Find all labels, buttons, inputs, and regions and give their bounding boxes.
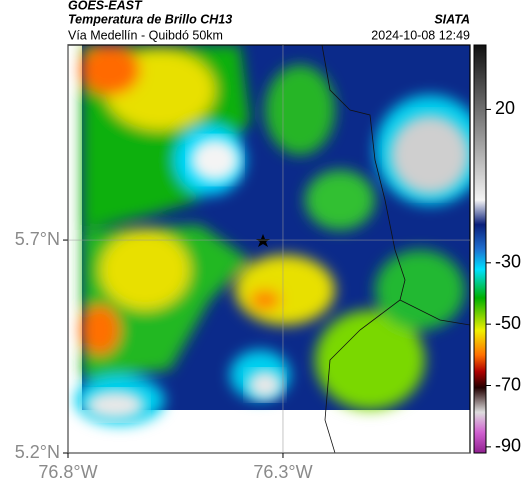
lon-tick-label: 76.3°W [253, 462, 312, 482]
datetime: 2024-10-08 12:49 [371, 28, 470, 42]
location-star [256, 234, 270, 247]
source: SIATA [434, 12, 470, 26]
lat-tick-label: 5.2°N [15, 442, 60, 462]
satellite: GOES-EAST [68, 0, 143, 12]
brightness-image [68, 45, 470, 453]
colorbar-label: -50 [495, 313, 521, 333]
colorbar-label: -30 [495, 252, 521, 272]
region: Vía Medellín - Quibdó 50km [68, 28, 223, 42]
colorbar-label: -90 [495, 436, 521, 456]
lon-tick-label: 76.8°W [38, 462, 97, 482]
product: Temperatura de Brillo CH13 [68, 12, 232, 26]
colorbar-label: 20 [495, 98, 515, 118]
colorbar [473, 44, 487, 454]
colorbar-label: -70 [495, 374, 521, 394]
lat-tick-label: 5.7°N [15, 229, 60, 249]
